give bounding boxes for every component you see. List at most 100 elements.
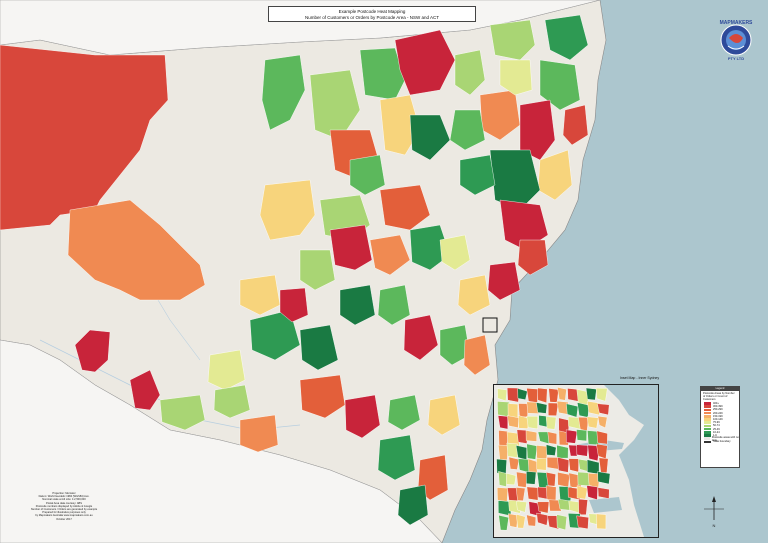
inset-postcode-cell bbox=[498, 514, 509, 531]
north-label: N bbox=[713, 523, 716, 528]
inset-postcode-cell bbox=[516, 429, 529, 444]
legend-label: 50-74 bbox=[713, 424, 720, 428]
inset-postcode-cell bbox=[508, 456, 520, 470]
inset-postcode-cell bbox=[546, 444, 557, 456]
postcode-area-lithgow bbox=[439, 234, 471, 271]
postcode-area-scone bbox=[459, 154, 496, 196]
postcode-area-central-coast bbox=[487, 261, 521, 301]
inset-postcode-cell bbox=[548, 388, 559, 403]
inset-postcode-cell bbox=[537, 501, 550, 514]
inset-postcode-cell bbox=[578, 498, 588, 515]
credit-line: Projection: Mercator bbox=[52, 492, 76, 495]
legend-label: 75-99 bbox=[713, 421, 720, 425]
postcode-area-bathurst bbox=[409, 224, 451, 271]
inset-postcode-cell bbox=[547, 402, 559, 416]
legend-item: 1-9 bbox=[701, 434, 739, 437]
inset-postcode-cell bbox=[526, 401, 540, 414]
postcode-area-forbes bbox=[329, 224, 373, 271]
inset-map[interactable] bbox=[493, 384, 659, 538]
legend-item: 25-49 bbox=[701, 428, 739, 431]
inset-postcode-cell bbox=[526, 388, 538, 403]
inset-postcode-cell bbox=[598, 457, 609, 473]
legend-label: 400+ bbox=[713, 402, 719, 406]
inset-postcode-cell bbox=[526, 471, 537, 485]
map-credits: Projection: Mercator Datum: World Geodeti… bbox=[10, 492, 118, 521]
legend-swatch bbox=[704, 434, 711, 437]
postcode-area-west-wyalong bbox=[339, 284, 376, 326]
legend-label: State boundary bbox=[713, 440, 731, 444]
postcode-area-mudgee bbox=[379, 184, 431, 231]
inset-postcode-cell bbox=[506, 472, 517, 486]
inset-postcode-cell bbox=[576, 485, 588, 500]
inset-postcode-cell bbox=[526, 514, 537, 527]
legend-label: Postcode areas with no data bbox=[711, 435, 739, 442]
inset-postcode-cell bbox=[536, 457, 547, 471]
inset-postcode-cell bbox=[586, 416, 599, 429]
postcode-area-newcastle bbox=[517, 239, 549, 276]
legend-swatch bbox=[704, 411, 711, 415]
postcode-area-wellington bbox=[349, 154, 386, 196]
postcode-area-walgett bbox=[359, 47, 406, 101]
postcode-area-bourke bbox=[261, 54, 306, 131]
inset-postcode-cell bbox=[507, 387, 520, 403]
legend-swatch bbox=[704, 402, 711, 405]
inset-postcode-cell bbox=[497, 415, 509, 430]
inset-postcode-cell bbox=[497, 487, 509, 502]
legend-item: 100-149 bbox=[701, 418, 739, 421]
postcode-area-deniliquin bbox=[159, 394, 206, 431]
logo-text-top: MAPMAKERS bbox=[720, 20, 753, 26]
inset-postcode-cell bbox=[557, 456, 570, 473]
inset-postcode-cell bbox=[587, 400, 601, 416]
postcode-area-tumut bbox=[344, 394, 381, 439]
inset-postcode-cell bbox=[537, 387, 548, 404]
postcode-area-blue-mountains bbox=[457, 274, 491, 316]
credit-line: October 2017 bbox=[56, 517, 72, 521]
legend-item: 400+ bbox=[701, 402, 739, 405]
postcode-area-canberra bbox=[387, 394, 421, 431]
inset-postcode-cell bbox=[547, 431, 557, 445]
legend-label: 150-199 bbox=[713, 414, 723, 418]
inset-postcode-cell bbox=[597, 471, 611, 485]
legend-item: 200-249 bbox=[701, 412, 739, 415]
inset-postcode-cell bbox=[576, 429, 587, 442]
logo-text-bottom: PTY LTD bbox=[728, 56, 744, 61]
inset-postcode-cell bbox=[536, 512, 549, 526]
north-arrow: N bbox=[704, 496, 724, 528]
legend-swatch bbox=[704, 424, 711, 428]
inset-postcode-cell bbox=[507, 513, 519, 528]
postcode-area-batemans-bay bbox=[427, 394, 461, 436]
inset-postcode-cell bbox=[518, 403, 529, 418]
inset-postcode-cell bbox=[497, 388, 508, 402]
inset-postcode-cell bbox=[526, 443, 538, 460]
legend-item: 300-399 bbox=[701, 405, 739, 408]
inset-postcode-cell bbox=[597, 487, 610, 499]
legend-label: 25-49 bbox=[713, 427, 720, 431]
inset-map-canvas[interactable] bbox=[494, 385, 658, 537]
inset-postcode-cell bbox=[496, 458, 507, 475]
inset-postcode-cell bbox=[556, 444, 569, 459]
postcode-area-balranald bbox=[129, 369, 161, 411]
inset-postcode-cell bbox=[568, 458, 579, 473]
credit-line: Postcode numbers displayed by Adobe & Go… bbox=[35, 504, 93, 508]
inset-postcode-cell bbox=[526, 486, 539, 501]
postcode-area-inverell bbox=[454, 49, 486, 96]
legend-swatch bbox=[704, 427, 711, 431]
postcode-area-nyngan bbox=[309, 69, 361, 141]
legend-item: 75-99 bbox=[701, 421, 739, 424]
inset-postcode-cell bbox=[545, 485, 557, 502]
inset-postcode-cell bbox=[557, 471, 570, 488]
credit-line: by Mapmakers Australia www.mapmakers.com… bbox=[35, 514, 93, 518]
postcode-area-lismore bbox=[544, 14, 589, 61]
inset-extent-marker bbox=[482, 317, 498, 333]
inset-postcode-cell bbox=[596, 430, 608, 445]
legend-swatch bbox=[704, 418, 711, 421]
inset-postcode-cell bbox=[498, 444, 509, 460]
inset-postcode-cell bbox=[587, 444, 600, 462]
postcode-area-cooma bbox=[377, 434, 416, 481]
inset-postcode-cell bbox=[498, 430, 509, 446]
legend-label: 250-299 bbox=[713, 408, 723, 412]
legend-label: 100-149 bbox=[713, 418, 723, 422]
legend-swatch bbox=[704, 405, 711, 409]
postcode-area-leeton bbox=[207, 349, 246, 391]
